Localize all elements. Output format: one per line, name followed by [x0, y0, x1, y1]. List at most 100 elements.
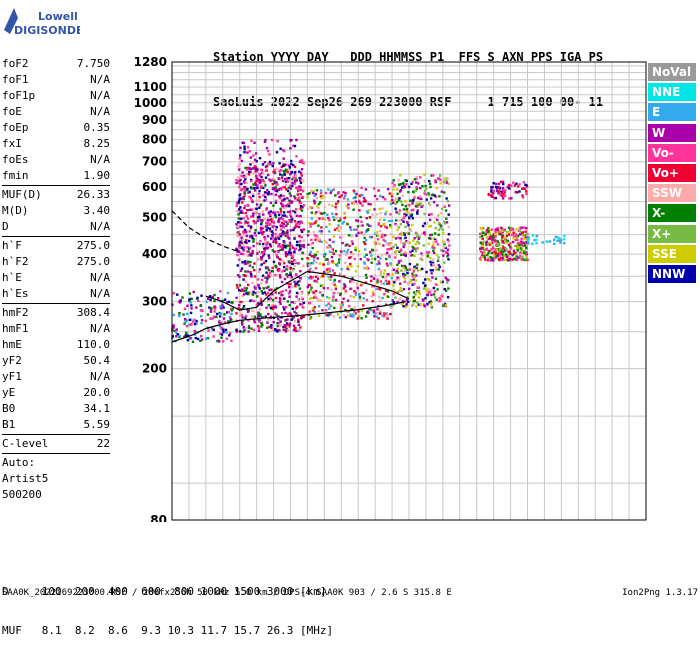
echo-point: [372, 293, 375, 296]
echo-point: [327, 188, 330, 191]
echo-point: [403, 273, 407, 277]
echo-point: [490, 186, 493, 189]
echo-point: [332, 215, 335, 219]
echo-point: [290, 318, 293, 321]
echo-point: [257, 315, 260, 319]
echo-point: [276, 324, 279, 328]
echo-point: [323, 211, 326, 215]
param-row: C-level 22: [2, 436, 110, 452]
echo-point: [239, 221, 243, 224]
echo-point: [283, 173, 286, 176]
echo-point: [365, 265, 369, 269]
echo-point: [412, 208, 415, 212]
echo-point: [271, 182, 274, 186]
echo-point: [382, 235, 385, 239]
echo-point: [494, 182, 498, 186]
echo-point: [524, 259, 528, 262]
echo-point: [388, 256, 391, 259]
param-value: 22: [96, 437, 110, 450]
echo-point: [176, 332, 179, 336]
echo-point: [270, 303, 274, 307]
echo-point: [377, 234, 380, 237]
echo-point: [268, 271, 272, 274]
echo-point: [340, 235, 343, 239]
echo-point: [290, 244, 294, 248]
echo-point: [369, 308, 373, 312]
echo-point: [251, 192, 255, 196]
echo-point: [330, 288, 333, 292]
echo-point: [324, 253, 327, 256]
echo-point: [343, 194, 347, 198]
echo-point: [247, 330, 250, 333]
echo-point: [269, 297, 273, 301]
echo-point: [238, 314, 241, 318]
echo-point: [254, 170, 257, 173]
echo-point: [329, 245, 332, 249]
echo-point: [245, 166, 249, 170]
echo-point: [283, 206, 286, 210]
echo-point: [338, 280, 341, 283]
echo-point: [262, 179, 265, 183]
echo-point: [360, 220, 363, 224]
echo-point: [200, 338, 204, 341]
echo-point: [489, 255, 492, 259]
echo-point: [241, 306, 245, 310]
echo-point: [436, 288, 439, 291]
echo-point: [341, 222, 344, 225]
echo-point: [380, 282, 383, 285]
echo-point: [525, 226, 528, 230]
echo-point: [396, 263, 399, 267]
echo-point: [282, 232, 285, 235]
echo-point: [355, 228, 358, 231]
echo-point: [415, 266, 419, 270]
echo-point: [284, 168, 288, 171]
echo-point: [278, 329, 281, 332]
echo-point: [262, 254, 265, 257]
echo-point: [420, 205, 423, 209]
echo-point: [294, 174, 298, 178]
echo-point: [238, 233, 241, 236]
echo-point: [381, 314, 384, 318]
echo-point: [299, 177, 303, 180]
echo-point: [294, 319, 297, 323]
echo-point: [386, 248, 389, 251]
echo-point: [182, 313, 185, 316]
echo-point: [300, 291, 304, 294]
echo-point: [378, 242, 381, 245]
echo-point: [242, 330, 245, 333]
echo-point: [262, 225, 265, 228]
echo-point: [389, 233, 393, 236]
echo-point: [246, 187, 249, 191]
param-value: 275.0: [76, 255, 110, 268]
echo-point: [282, 328, 286, 332]
echo-point: [276, 330, 279, 333]
echo-point: [369, 279, 373, 283]
echo-point: [226, 311, 229, 314]
echo-point: [341, 241, 344, 245]
echo-point: [236, 176, 240, 179]
echo-point: [274, 201, 278, 204]
echo-point: [229, 307, 233, 311]
echo-point: [349, 295, 352, 298]
echo-point: [334, 194, 337, 197]
echo-point: [403, 212, 406, 216]
echo-point: [186, 312, 189, 316]
echo-point: [269, 179, 273, 183]
echo-point: [501, 236, 504, 239]
echo-point: [421, 185, 424, 188]
echo-point: [488, 237, 491, 241]
echo-point: [285, 220, 288, 224]
echo-point: [310, 217, 314, 220]
echo-point: [441, 295, 444, 298]
echo-point: [195, 322, 198, 325]
param-separator: [2, 236, 110, 237]
echo-point: [299, 240, 302, 243]
echo-point: [307, 291, 311, 294]
echo-point: [333, 218, 336, 221]
echo-point: [435, 268, 438, 271]
echo-point: [417, 296, 421, 299]
echo-point: [288, 241, 292, 245]
echo-point: [438, 265, 441, 269]
echo-point: [264, 198, 268, 201]
echo-point: [271, 307, 275, 311]
